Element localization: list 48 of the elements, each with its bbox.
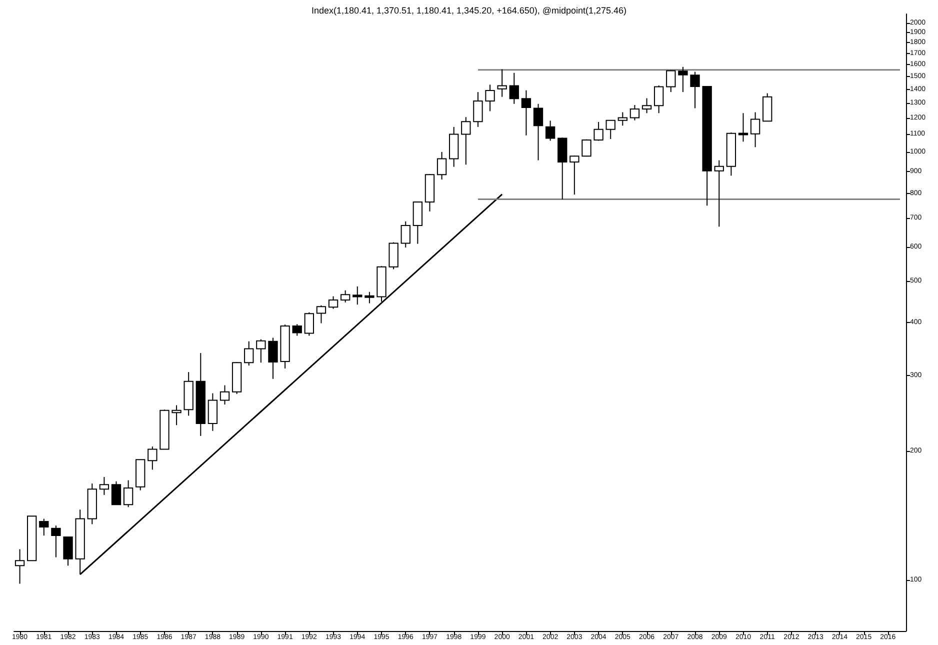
candlestick xyxy=(533,103,544,161)
candlestick xyxy=(400,220,410,248)
candlestick xyxy=(509,72,519,104)
candlestick xyxy=(316,304,326,324)
candlestick xyxy=(485,84,495,112)
candlestick xyxy=(328,296,338,310)
candlestick xyxy=(220,384,230,406)
candlestick xyxy=(14,548,25,584)
candlestick xyxy=(111,480,122,506)
candlestick xyxy=(364,291,374,304)
candlestick xyxy=(570,155,580,196)
candlestick xyxy=(521,90,532,136)
candlestick xyxy=(208,392,218,432)
candlestick xyxy=(172,404,182,426)
candlestick xyxy=(352,286,362,306)
candlestick xyxy=(606,120,616,140)
candlestick xyxy=(666,70,676,93)
candlestick xyxy=(256,338,266,364)
candlestick xyxy=(292,324,302,336)
candlestick xyxy=(594,121,604,142)
candlestick xyxy=(690,71,700,109)
candlestick xyxy=(304,312,314,336)
candlestick xyxy=(630,104,640,121)
candlestick xyxy=(642,98,652,114)
candlestick xyxy=(461,116,471,166)
candlestick xyxy=(714,160,724,228)
candlestick xyxy=(268,337,278,380)
candlestick xyxy=(618,112,628,126)
candlestick xyxy=(51,525,61,558)
candlestick xyxy=(388,242,398,270)
candlestick xyxy=(340,290,350,303)
candlestick xyxy=(39,518,49,536)
candlestick xyxy=(63,536,73,566)
candlestick xyxy=(750,112,760,148)
candlestick xyxy=(558,137,568,200)
candlestick xyxy=(678,66,688,93)
chart-title: Index(1,180.41, 1,370.51, 1,180.41, 1,345.20, +164.650), @midpoint(1,275.46) xyxy=(311,6,627,16)
candlestick xyxy=(497,68,507,98)
candlestick xyxy=(412,200,423,244)
candlestick xyxy=(99,476,110,496)
candlestick xyxy=(473,92,483,128)
candlestick xyxy=(436,151,447,180)
candlestick xyxy=(148,446,158,470)
candlestick xyxy=(123,480,134,508)
candlestick xyxy=(244,340,254,366)
candlestick xyxy=(654,84,664,114)
candlestick xyxy=(738,112,748,142)
candlestick xyxy=(545,120,556,142)
